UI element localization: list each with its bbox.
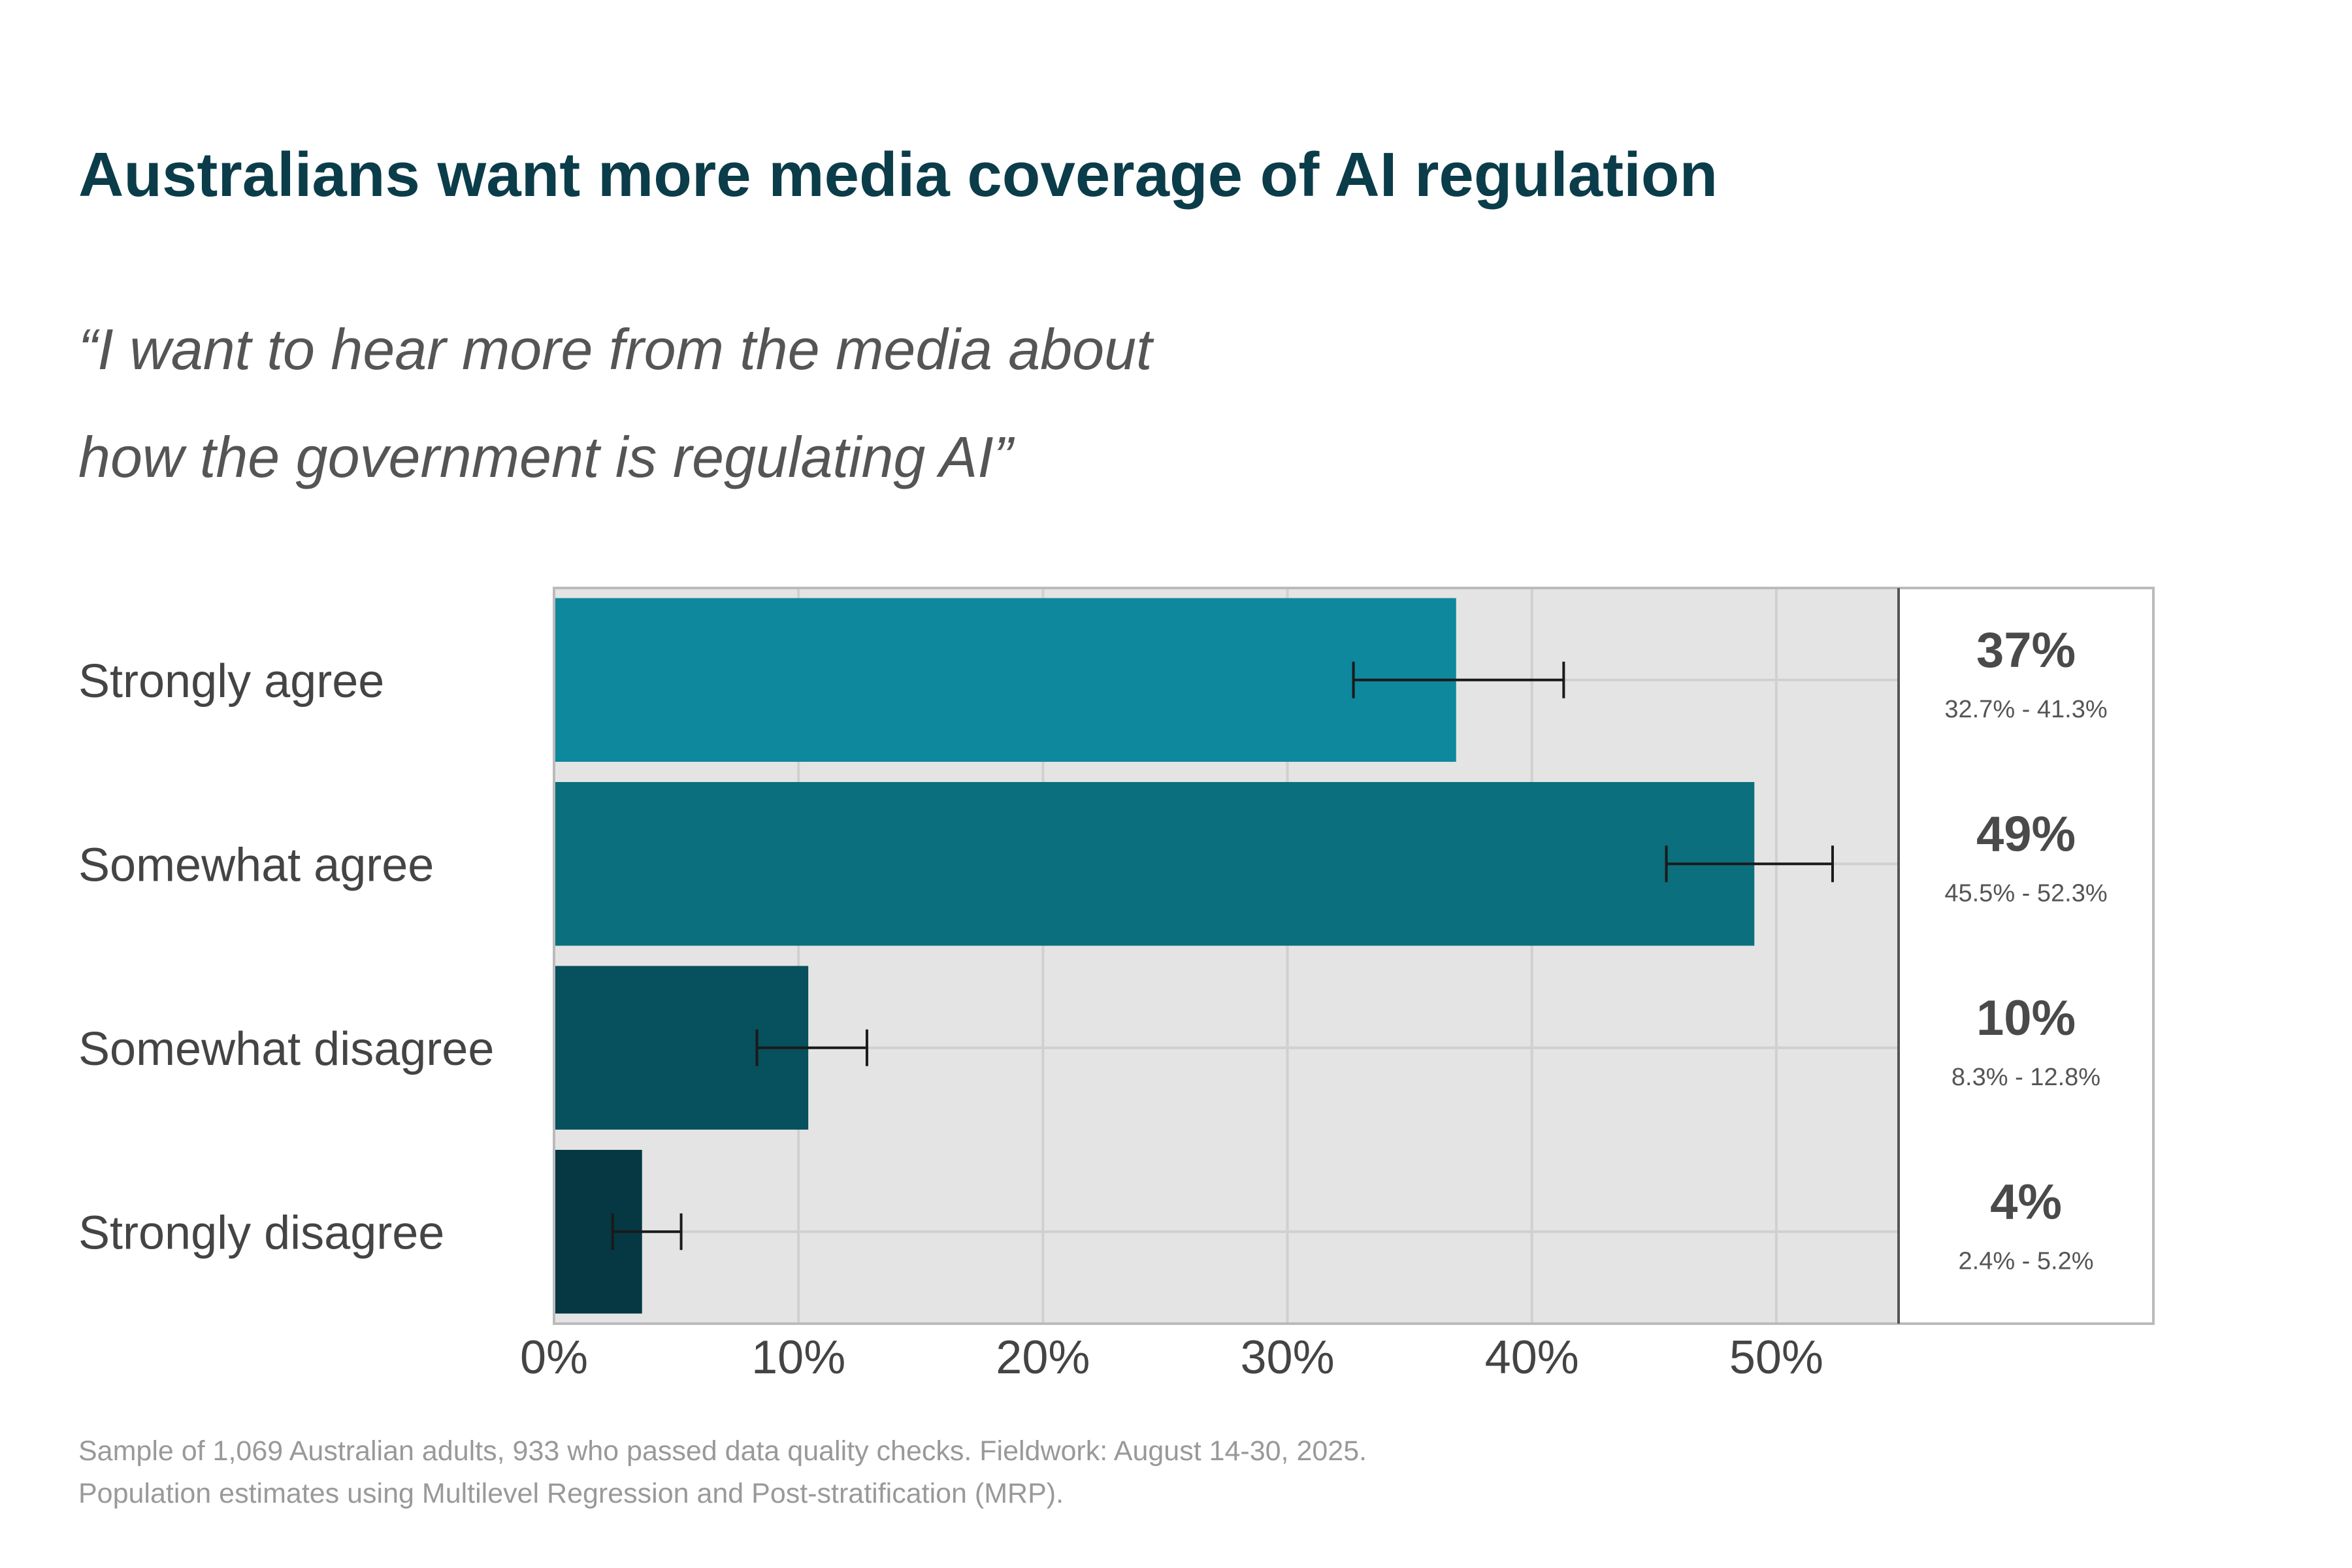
ci-label: 8.3% - 12.8% bbox=[1952, 1064, 2100, 1091]
ci-label: 45.5% - 52.3% bbox=[1944, 879, 2107, 907]
category-label: Strongly agree bbox=[78, 655, 384, 708]
bar bbox=[554, 598, 1456, 762]
x-tick-label: 30% bbox=[1240, 1331, 1334, 1384]
value-label: 10% bbox=[1976, 990, 2076, 1046]
ci-label: 2.4% - 5.2% bbox=[1959, 1247, 2094, 1275]
plot-border bbox=[553, 587, 2155, 1325]
category-label: Strongly disagree bbox=[78, 1207, 444, 1259]
plot-area: Strongly agree Somewhat agree Somewhat dis… bbox=[78, 587, 2155, 1384]
x-tick-label: 50% bbox=[1729, 1331, 1823, 1384]
footnote-sample: Sample of 1,069 Australian adults, 933 w… bbox=[78, 1435, 1367, 1467]
x-tick-label: 40% bbox=[1485, 1331, 1579, 1384]
chart-subtitle-line-1: “I want to hear more from the media abou… bbox=[78, 317, 1154, 382]
x-tick-label: 20% bbox=[996, 1331, 1090, 1384]
value-label: 4% bbox=[1990, 1174, 2062, 1230]
x-tick-label: 0% bbox=[520, 1331, 588, 1384]
value-label: 37% bbox=[1976, 623, 2076, 678]
x-tick-label: 10% bbox=[751, 1331, 845, 1384]
value-label: 49% bbox=[1976, 806, 2076, 862]
chart-subtitle-line-2: how the government is regulating AI” bbox=[78, 425, 1015, 489]
footnote-method: Population estimates using Multilevel Re… bbox=[78, 1478, 1064, 1509]
category-label: Somewhat disagree bbox=[78, 1023, 494, 1075]
chart-title: Australians want more media coverage of … bbox=[78, 140, 1718, 210]
ci-label: 32.7% - 41.3% bbox=[1944, 696, 2107, 723]
bar bbox=[554, 781, 1755, 946]
category-label: Somewhat agree bbox=[78, 839, 434, 891]
